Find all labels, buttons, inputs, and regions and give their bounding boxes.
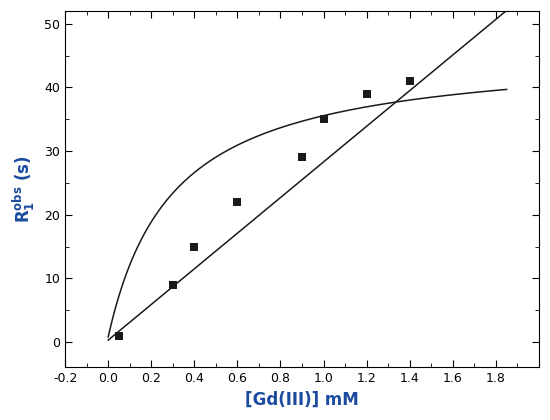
X-axis label: [Gd(III)] mM: [Gd(III)] mM — [245, 391, 359, 409]
Point — [319, 116, 328, 123]
Y-axis label: $\mathbf{R_1^{obs}}$$\mathbf{\ (s)}$: $\mathbf{R_1^{obs}}$$\mathbf{\ (s)}$ — [11, 155, 37, 223]
Point — [114, 332, 123, 339]
Point — [168, 281, 177, 288]
Point — [298, 154, 306, 161]
Point — [362, 90, 371, 97]
Point — [405, 78, 414, 84]
Point — [190, 243, 199, 250]
Point — [233, 199, 242, 205]
